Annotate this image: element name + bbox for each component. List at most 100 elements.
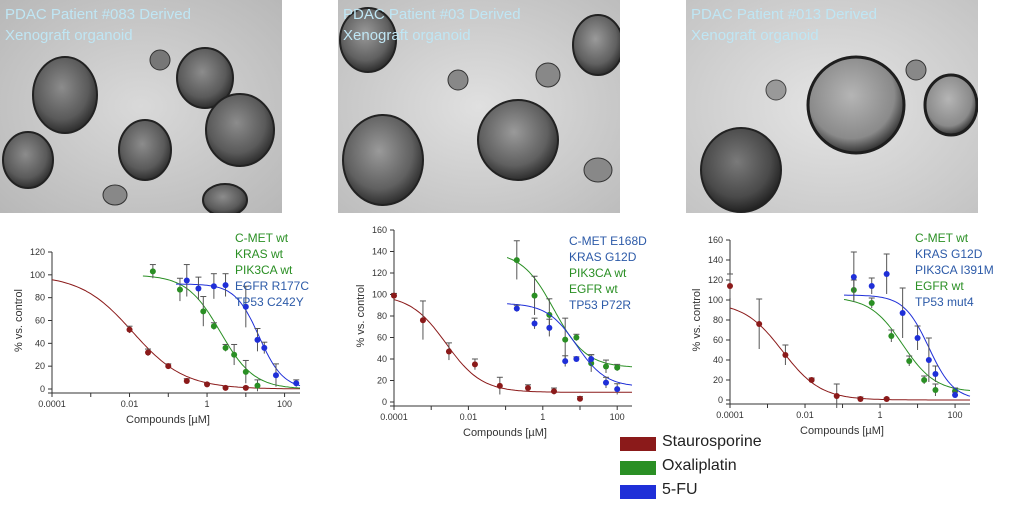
fit-curve-5-fu [176,283,301,387]
data-point-staurosporine [857,396,864,402]
y-axis-label: % vs. control [355,285,367,348]
organoid-image-3: PDAC Patient #013 Derived Xenograft orga… [686,0,978,213]
y-tick-label: 120 [708,275,723,285]
caption-line: PDAC Patient #013 Derived [691,6,877,23]
mutation-label: KRAS G12D [915,247,983,261]
y-tick-label: 20 [377,376,387,386]
y-tick-label: 120 [372,268,387,278]
x-tick-label: 0.01 [460,412,478,422]
data-point-5-fu [531,320,538,327]
y-tick-label: 60 [377,333,387,343]
y-axis-label: % vs. control [691,289,703,352]
mutation-label: EGFR wt [569,282,618,296]
data-point-staurosporine [183,378,190,385]
data-point-oxaliplatin [906,358,913,364]
data-point-oxaliplatin [932,387,939,393]
mutation-label: PIK3CA I391M [915,263,994,277]
data-point-oxaliplatin [242,368,249,375]
image-caption: PDAC Patient #013 Derived Xenograft orga… [691,4,877,46]
caption-line: Xenograft organoid [5,27,133,44]
y-tick-label: 40 [377,354,387,364]
data-point-staurosporine [833,393,840,399]
legend-item-oxaliplatin: Oxaliplatin [620,457,820,479]
data-point-5-fu [932,371,939,377]
legend-label: Oxaliplatin [662,457,737,474]
data-point-oxaliplatin [573,334,580,341]
data-point-oxaliplatin [868,300,875,306]
data-point-oxaliplatin [149,268,156,275]
data-point-staurosporine [883,396,890,402]
dose-response-chart-1: 0 20 40 60 80 100 120 0.0001 0.01 1 100 Compounds [… [0,222,320,447]
data-point-5-fu [614,386,621,393]
y-tick-label: 100 [708,295,723,305]
data-point-staurosporine [165,363,172,370]
data-point-5-fu [254,336,261,343]
y-tick-label: 0 [40,384,45,394]
mutation-label: EGFR wt [915,279,964,293]
data-point-5-fu [588,356,595,362]
data-point-oxaliplatin [210,323,217,330]
data-point-5-fu [513,305,520,312]
data-point-staurosporine [496,382,503,389]
organoid-image-1: PDAC Patient #083 Derived Xenograft orga… [0,0,282,213]
data-point-staurosporine [550,388,557,395]
mutation-label: TP53 mut4 [915,295,974,309]
y-tick-label: 0 [718,395,723,405]
data-point-5-fu [602,379,609,386]
data-point-5-fu [242,303,249,310]
data-point-staurosporine [419,317,426,324]
y-tick-label: 160 [708,235,723,245]
y-axis-label: % vs. control [13,289,25,352]
caption-line: PDAC Patient #083 Derived [5,6,191,23]
y-tick-label: 160 [372,225,387,235]
data-point-5-fu [573,356,580,362]
data-point-oxaliplatin [602,363,609,370]
y-tick-label: 60 [713,335,723,345]
y-tick-label: 100 [372,290,387,300]
data-point-staurosporine [222,384,229,391]
image-caption: PDAC Patient #03 Derived Xenograft organ… [343,4,521,46]
y-tick-label: 80 [713,315,723,325]
fit-curve-5-fu [844,294,971,397]
fit-curve-oxaliplatin [142,275,301,389]
dose-response-chart-3: 0 20 40 60 80 100 120 140 160 0.0001 0.01 1 100 Compo… [690,222,994,447]
data-point-5-fu [914,335,921,341]
mutation-label: PIK3CA wt [569,266,627,280]
data-point-5-fu [183,277,190,284]
organoid-micrograph [338,0,620,213]
y-tick-label: 140 [708,255,723,265]
mutation-label: C-MET E168D [569,234,647,248]
data-point-staurosporine [445,348,452,355]
data-point-staurosporine [727,283,733,289]
x-tick-label: 0.0001 [380,412,408,422]
fit-curve-oxaliplatin [843,299,971,391]
y-tick-label: 80 [377,311,387,321]
mutation-label: KRAS G12D [569,250,637,264]
dose-response-chart-2: 0 20 40 60 80 100 120 140 160 0.0001 0.01 1 100 Compo… [342,222,652,447]
x-tick-label: 0.01 [796,410,814,420]
caption-line: Xenograft organoid [691,27,819,44]
y-tick-label: 60 [35,316,45,326]
caption-line: PDAC Patient #03 Derived [343,6,521,23]
legend-label: Staurosporine [662,433,762,450]
legend-item-staurosporine: Staurosporine [620,433,820,455]
data-point-5-fu [222,282,229,289]
data-point-oxaliplatin [562,336,569,343]
mutation-label: TP53 P72R [569,298,631,312]
data-point-staurosporine [126,326,133,333]
y-tick-label: 80 [35,293,45,303]
data-point-oxaliplatin [614,364,621,371]
x-tick-label: 1 [878,410,883,420]
legend-swatch [620,461,656,475]
x-tick-label: 100 [610,412,625,422]
fit-curve-staurosporine [393,299,632,393]
mutation-label: C-MET wt [915,231,969,245]
data-point-oxaliplatin [921,377,928,383]
x-tick-label: 1 [540,412,545,422]
legend-item-5fu: 5-FU [620,481,820,503]
mutation-label: PIK3CA wt [235,263,293,277]
data-point-5-fu [899,310,906,316]
x-axis-label: Compounds [µM] [463,427,547,439]
legend-label: 5-FU [662,481,698,498]
x-tick-label: 1 [205,399,210,409]
